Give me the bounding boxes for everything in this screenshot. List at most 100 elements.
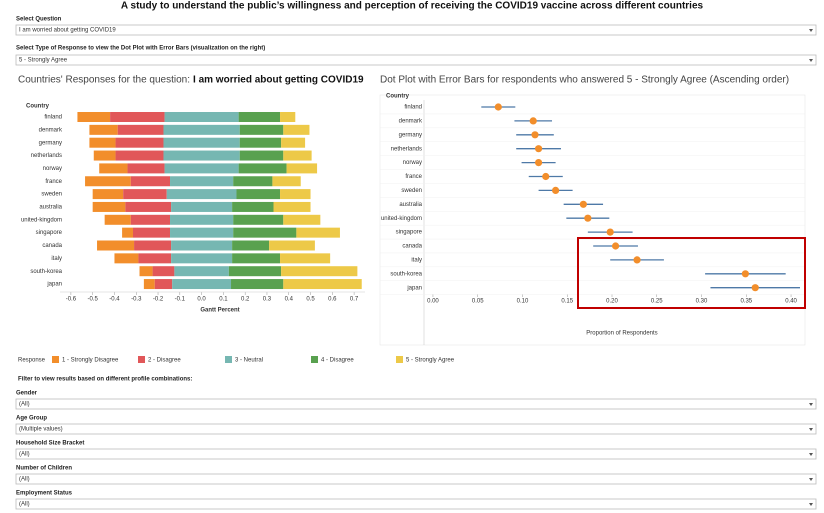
x-tick-label: 0.5 [306, 297, 315, 303]
dot [534, 159, 543, 167]
dot [542, 172, 550, 181]
bar-segment [138, 253, 172, 264]
y-tick-label: south-korea [30, 269, 62, 275]
x-tick-label: 0.3 [263, 297, 272, 303]
bar-segment [132, 227, 171, 238]
bar-segment [170, 176, 234, 187]
dot [633, 256, 641, 264]
bar-segment [172, 279, 232, 290]
bar-segment [239, 150, 284, 161]
dropdown[interactable] [15, 473, 817, 485]
dropdown-arrow [809, 428, 813, 431]
y-tick-label: finland [44, 115, 62, 121]
bar-segment [85, 176, 131, 187]
x-tick-label: 0.2 [241, 297, 250, 303]
dropdown[interactable] [15, 398, 817, 410]
x-tick-label: 0.6 [328, 297, 337, 303]
dot [579, 200, 587, 208]
y-tick-label: united-kingdom [381, 216, 422, 222]
chart-title-emphasis: I am worried about getting COVID19 [193, 75, 364, 86]
bar-segment [97, 240, 135, 251]
bar-segment [115, 150, 164, 161]
control-label: Select Question [16, 17, 62, 23]
x-axis-label: Gantt Percent [200, 308, 239, 314]
x-axis-label: Proportion of Respondents [586, 331, 657, 337]
control-label: Select Type of Response to view the Dot … [16, 46, 265, 52]
dropdown-value: (Multiple values) [19, 427, 63, 433]
filter-label: Age Group [16, 416, 47, 422]
bar-segment [163, 137, 240, 148]
y-tick-label: germany [399, 132, 422, 138]
dropdown[interactable] [15, 498, 817, 510]
dashboard-title: A study to understand the public’s willi… [121, 1, 704, 12]
x-tick-label: 0.0 [197, 297, 206, 303]
y-header: Country [26, 104, 50, 110]
dropdown[interactable] [15, 423, 817, 435]
x-tick-label: -0.3 [131, 297, 142, 303]
dropdown-arrow [809, 29, 813, 32]
dropdown[interactable] [15, 54, 817, 66]
bar-segment [92, 201, 126, 212]
bar-segment [280, 253, 331, 264]
bar-segment [236, 189, 281, 200]
x-tick-label: 0.05 [472, 299, 484, 305]
bar-segment [117, 124, 164, 135]
bar-segment [154, 279, 173, 290]
y-tick-label: france [45, 179, 62, 185]
dot [494, 103, 502, 111]
y-tick-label: australia [39, 205, 62, 211]
dropdown[interactable] [15, 448, 817, 460]
filter-label: Employment Status [16, 491, 73, 497]
bar-segment [123, 189, 167, 200]
bar-segment [269, 240, 315, 251]
x-tick-label: -0.1 [175, 297, 186, 303]
x-tick-label: 0.00 [427, 299, 439, 305]
bar-segment [93, 150, 116, 161]
dropdown[interactable] [15, 24, 817, 36]
dot [741, 270, 749, 278]
y-tick-label: japan [406, 285, 422, 291]
y-tick-label: japan [46, 282, 62, 288]
y-tick-label: italy [411, 257, 422, 263]
dot [606, 228, 614, 236]
bar-segment [171, 201, 233, 212]
y-tick-label: germany [39, 140, 62, 146]
x-tick-label: 0.25 [651, 299, 663, 305]
bar-segment [170, 227, 234, 238]
dropdown-value: (All) [19, 452, 30, 458]
y-tick-label: canada [402, 244, 422, 250]
y-tick-label: finland [404, 105, 422, 111]
dropdown-value: (All) [19, 502, 30, 508]
chart-title: Countries' Responses for the question: [18, 75, 190, 86]
bar-segment [99, 163, 128, 174]
filter-label: Gender [16, 391, 38, 397]
bar-segment [231, 279, 284, 290]
y-tick-label: sweden [41, 192, 62, 198]
bar-segment [127, 163, 165, 174]
filter-label: Household Size Bracket [16, 441, 84, 447]
bar-segment [171, 240, 233, 251]
filters-heading: Filter to view results based on differen… [18, 377, 192, 383]
dropdown-value: 5 - Strongly Agree [19, 58, 68, 64]
bar-segment [283, 214, 321, 225]
legend-label: 2 - Disagree [148, 358, 181, 364]
x-tick-label: -0.4 [109, 297, 120, 303]
dropdown-value: I am worried about getting COVID19 [19, 28, 116, 34]
dropdown-arrow [809, 503, 813, 506]
y-tick-label: norway [43, 166, 62, 172]
chart-title: Dot Plot with Error Bars for respondents… [380, 75, 789, 86]
bar-segment [170, 214, 234, 225]
filter-label: Number of Children [16, 466, 72, 472]
bar-segment [238, 112, 281, 122]
x-tick-label: -0.6 [66, 297, 77, 303]
legend-title: Response [18, 358, 46, 364]
bar-segment [233, 227, 297, 238]
y-tick-label: italy [51, 256, 62, 262]
bar-segment [104, 214, 131, 225]
bar-segment [280, 112, 296, 122]
bar-segment [89, 124, 118, 135]
y-tick-label: united-kingdom [21, 217, 62, 223]
bar-segment [238, 163, 287, 174]
bar-segment [114, 253, 139, 264]
bar-segment [233, 176, 273, 187]
